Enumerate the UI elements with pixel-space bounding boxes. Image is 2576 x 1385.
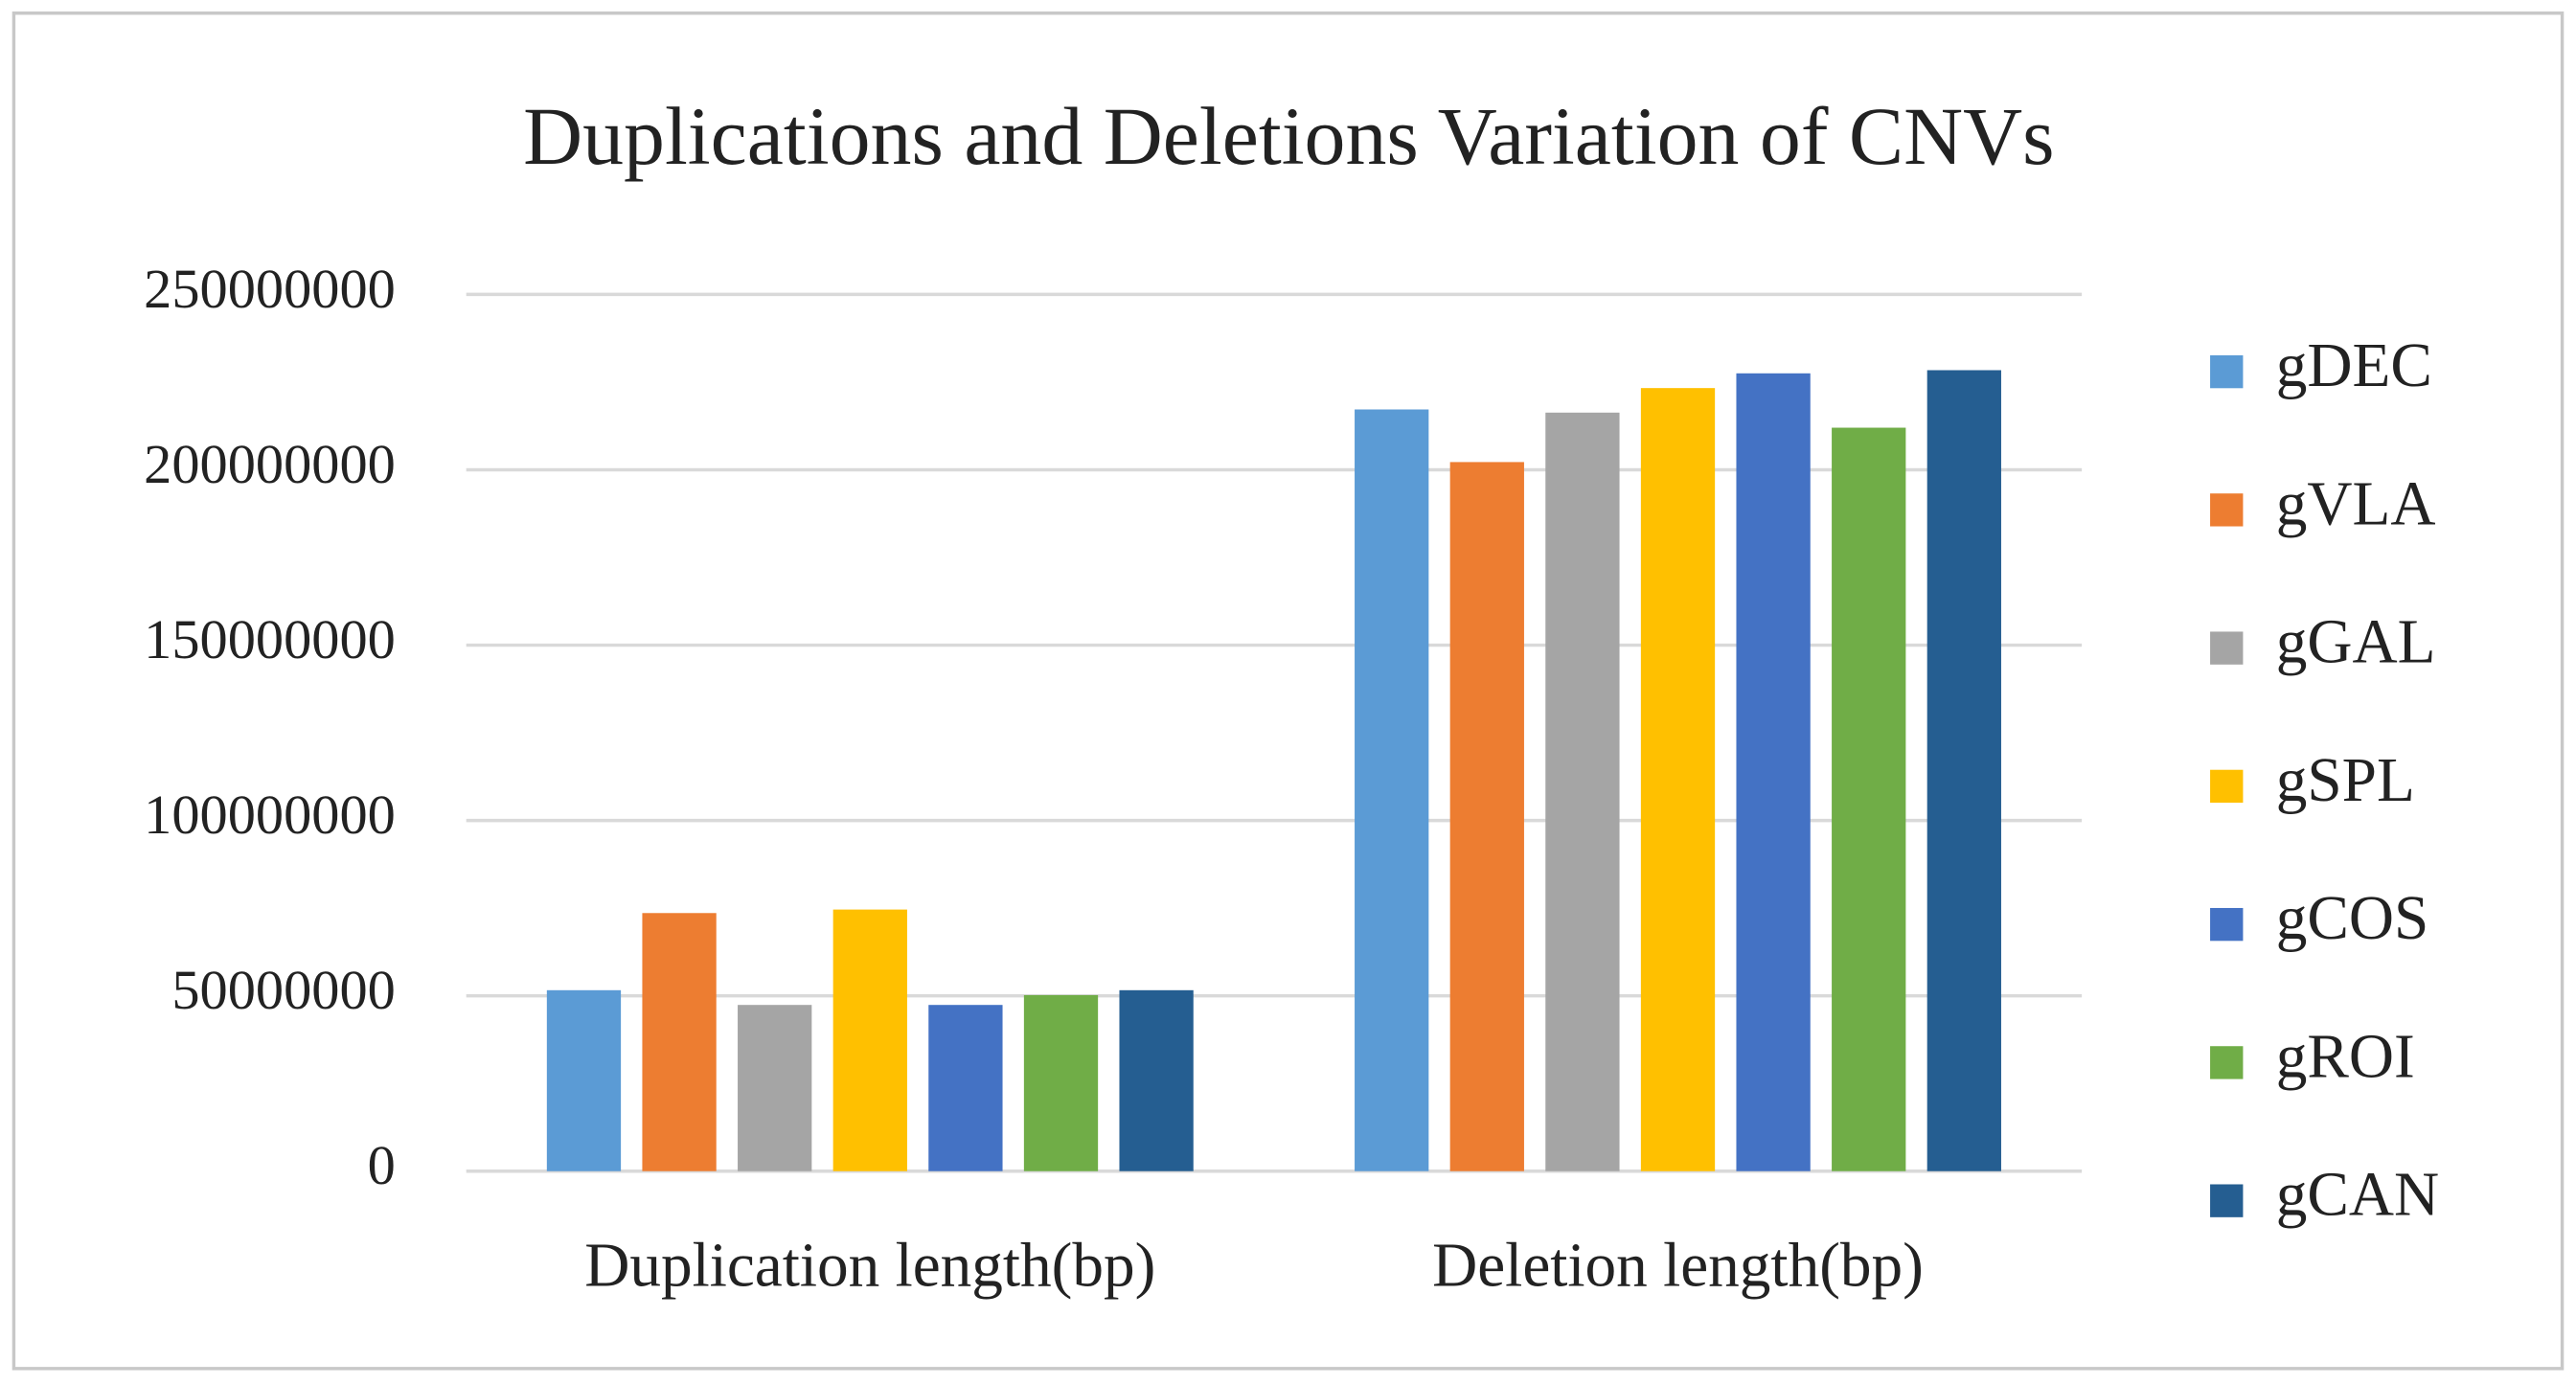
legend-label: gGAL bbox=[2276, 608, 2436, 677]
bar bbox=[1355, 409, 1429, 1171]
bar bbox=[1832, 427, 1906, 1171]
legend-swatch bbox=[2210, 493, 2244, 527]
x-tick-label: Deletion length(bp) bbox=[1432, 1231, 1924, 1300]
y-tick-label: 100000000 bbox=[144, 783, 396, 846]
bar bbox=[928, 1005, 1003, 1171]
bar bbox=[1449, 462, 1524, 1171]
bar bbox=[546, 989, 622, 1171]
y-tick-label: 50000000 bbox=[171, 959, 396, 1021]
bar bbox=[1119, 989, 1194, 1171]
legend-swatch bbox=[2210, 631, 2244, 665]
bar bbox=[1023, 994, 1099, 1171]
legend-label: gROI bbox=[2276, 1022, 2415, 1091]
legend-swatch bbox=[2210, 907, 2244, 942]
bar bbox=[1926, 370, 2001, 1171]
chart-title: Duplications and Deletions Variation of … bbox=[523, 90, 2055, 182]
bar bbox=[738, 1005, 812, 1171]
bar bbox=[1640, 388, 1716, 1171]
legend-label: gCOS bbox=[2276, 884, 2429, 953]
y-tick-label: 250000000 bbox=[144, 258, 396, 320]
legend-label: gSPL bbox=[2276, 746, 2415, 815]
legend-swatch bbox=[2210, 1046, 2244, 1079]
x-tick-label: Duplication length(bp) bbox=[584, 1231, 1155, 1300]
bar bbox=[1736, 373, 1811, 1171]
bar bbox=[832, 909, 907, 1171]
y-tick-label: 0 bbox=[368, 1134, 396, 1196]
bar bbox=[642, 913, 717, 1171]
legend-label: gCAN bbox=[2276, 1161, 2439, 1230]
chart-border bbox=[11, 11, 2565, 1371]
legend-swatch bbox=[2210, 1184, 2244, 1217]
legend-label: gDEC bbox=[2276, 331, 2432, 400]
bar bbox=[1545, 412, 1620, 1171]
y-tick-label: 150000000 bbox=[144, 608, 396, 670]
legend-label: gVLA bbox=[2276, 469, 2436, 538]
legend-swatch bbox=[2210, 354, 2244, 389]
y-tick-label: 200000000 bbox=[144, 433, 396, 495]
legend-swatch bbox=[2210, 769, 2244, 804]
